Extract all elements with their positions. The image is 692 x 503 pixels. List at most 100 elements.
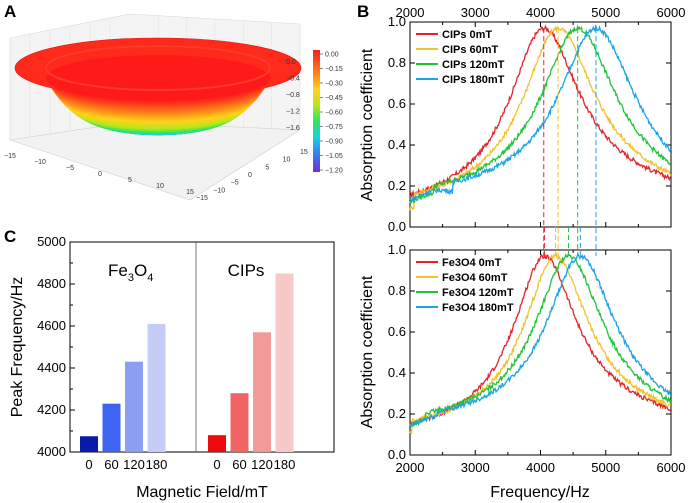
bowl-layer	[46, 55, 270, 101]
x-tick-label: 0	[98, 171, 102, 178]
series-line	[409, 253, 672, 427]
z-tick-label: −0.4	[286, 76, 300, 83]
panel-letter-c: C	[4, 227, 16, 246]
legend-entry: Fe3O4 120mT	[442, 287, 514, 299]
x-tick-label: 4000	[526, 5, 555, 20]
y-tick-label: 5000	[37, 234, 66, 249]
y-tick-label: 1.0	[388, 242, 406, 257]
legend-entry: Fe3O4 0mT	[442, 257, 502, 269]
y-tick-label: 1.0	[388, 14, 406, 29]
y-tick-label: 0.2	[388, 406, 406, 421]
colorbar-tick-label: −0.45	[325, 95, 343, 102]
y-tick-label: 0.6	[388, 96, 406, 111]
c-ticks: 4000 4200 4400 4600 4800 5000	[37, 234, 75, 459]
x-tick-label: 3000	[461, 460, 490, 475]
legend-entry: CIPs 180mT	[442, 74, 505, 86]
y-tick-label: −15	[196, 195, 208, 202]
y-tick-label: 0	[248, 172, 252, 179]
surface-axes: −15−10−5051015−15−10−50510150.0−0.4−0.8−…	[4, 59, 308, 202]
x-tick-label: 2000	[396, 5, 425, 20]
y-tick-label: −5	[231, 180, 239, 187]
x-tick-label: 120	[251, 457, 273, 472]
b-bottom-curves	[409, 252, 672, 435]
x-tick-label: 2000	[396, 460, 425, 475]
b-bottom-legend: Fe3O4 0mT Fe3O4 60mT Fe3O4 120mT Fe3O4 180m…	[416, 257, 514, 314]
c-xlabel: Magnetic Field/mT	[136, 484, 268, 501]
z-tick-label: −0.8	[286, 92, 300, 99]
series-line	[409, 24, 671, 199]
y-tick-label: 0.0	[388, 219, 406, 234]
y-tick-label: 10	[283, 157, 291, 164]
y-tick-label: 0.2	[388, 178, 406, 193]
y-tick-label: 4200	[37, 402, 66, 417]
x-tick-label: 0	[85, 457, 92, 472]
x-tick-label: −10	[34, 159, 46, 166]
bar	[102, 403, 121, 452]
y-tick-label: 0.4	[388, 137, 406, 152]
panel-a-surface-plot: −15−10−5051015−15−10−50510150.0−0.4−0.8−…	[4, 13, 343, 202]
x-tick-label: 5000	[591, 5, 620, 20]
colorbar-tick-label: −0.60	[325, 110, 343, 117]
x-tick-label: −5	[66, 165, 74, 172]
legend-entry: CIPs 120mT	[442, 59, 505, 71]
y-tick-label: 0.6	[388, 324, 406, 339]
b-top-ylabel: Absorption coefficient	[359, 48, 376, 201]
x-tick-label: 10	[156, 183, 164, 190]
y-tick-label: 0.0	[388, 447, 406, 462]
legend-entry: CIPs 60mT	[442, 44, 499, 56]
x-tick-label: 60	[232, 457, 246, 472]
x-tick-label: 0	[213, 457, 220, 472]
series-line	[409, 252, 672, 428]
x-tick-label: 3000	[461, 5, 490, 20]
b-top-curves	[409, 24, 672, 211]
b-bottom-ylabel: Absorption coefficient	[359, 275, 376, 428]
z-tick-label: 0.0	[286, 59, 296, 66]
x-tick-label: 180	[146, 457, 168, 472]
y-tick-label: 0.4	[388, 365, 406, 380]
colorbar	[313, 50, 320, 172]
bar	[147, 323, 166, 452]
x-tick-label: 5	[128, 177, 132, 184]
z-tick-label: −1.6	[286, 125, 300, 132]
panel-letter-b: B	[357, 2, 369, 21]
series-line	[409, 24, 672, 204]
colorbar-tick-label: −0.75	[325, 124, 343, 131]
colorbar-tick-label: −0.15	[325, 66, 343, 73]
y-tick-label: 4000	[37, 444, 66, 459]
x-tick-label: 60	[104, 457, 118, 472]
x-tick-label: 4000	[526, 460, 555, 475]
bar	[275, 273, 294, 452]
x-tick-label: 5000	[591, 460, 620, 475]
legend-entry: Fe3O4 60mT	[442, 272, 508, 284]
bar	[80, 436, 98, 452]
z-tick-label: −1.2	[286, 109, 300, 116]
colorbar-tick-label: −1.20	[325, 168, 343, 175]
y-tick-label: 0.8	[388, 283, 406, 298]
group-label-fe3o4: Fe3O4	[108, 261, 153, 284]
y-tick-label: 4400	[37, 360, 66, 375]
legend-entry: CIPs 0mT	[442, 29, 492, 41]
b-xlabel: Frequency/Hz	[490, 484, 590, 501]
bar	[208, 435, 226, 452]
colorbar-ticks: 0.00 −0.15 −0.30 −0.45 −0.60 −0.75 −0.90 −1.05 −…	[320, 52, 343, 175]
bowl-inner-rim	[45, 45, 271, 91]
c-ylabel: Peak Frequency/Hz	[9, 277, 26, 418]
peak-guide-lines	[543, 28, 597, 257]
x-tick-label: 120	[123, 457, 145, 472]
series-line	[409, 24, 671, 204]
y-tick-label: 0.8	[388, 55, 406, 70]
series-line	[409, 252, 672, 435]
colorbar-tick-label: −0.30	[325, 81, 343, 88]
y-tick-label: 15	[300, 149, 308, 156]
bar	[253, 332, 271, 452]
x-tick-label: 6000	[657, 460, 686, 475]
bar	[230, 393, 249, 452]
legend-entry: Fe3O4 180mT	[442, 302, 514, 314]
y-tick-label: −10	[213, 187, 225, 194]
b-top-legend: CIPs 0mT CIPs 60mT CIPs 120mT CIPs 180mT	[416, 29, 505, 86]
group-label-cips: CIPs	[228, 261, 265, 280]
colorbar-tick-label: 0.00	[325, 52, 339, 59]
